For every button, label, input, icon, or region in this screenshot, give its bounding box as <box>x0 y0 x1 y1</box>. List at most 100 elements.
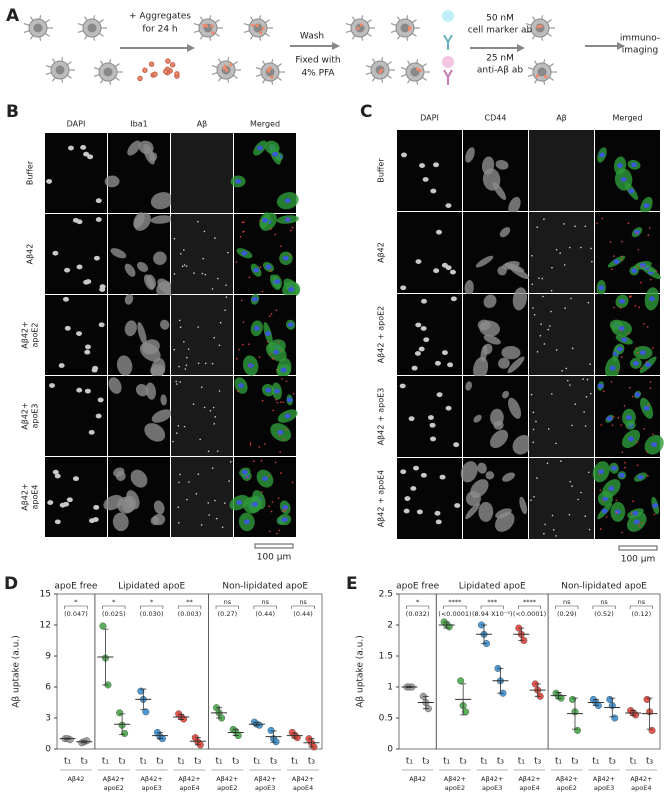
abeta-signal <box>619 329 622 332</box>
abeta-signal <box>281 378 284 380</box>
abeta-signal <box>587 471 590 474</box>
abeta-signal <box>282 401 284 403</box>
group-label: apoE3 <box>141 784 161 792</box>
abeta-signal <box>636 232 638 234</box>
abeta-signal <box>177 506 180 509</box>
abeta-signal <box>214 237 216 239</box>
antibody-icon <box>442 56 454 68</box>
abeta-signal <box>275 398 277 401</box>
abeta-signal <box>611 268 613 270</box>
abeta-signal <box>285 380 288 383</box>
nucleus <box>64 325 71 331</box>
nucleus <box>614 509 621 515</box>
abeta-signal <box>180 253 182 255</box>
abeta-signal <box>637 523 640 525</box>
nucleus <box>253 325 260 331</box>
nucleus <box>265 387 272 393</box>
nucleus <box>632 360 639 366</box>
abeta-signal <box>549 325 551 327</box>
nucleus <box>274 279 281 284</box>
abeta-signal <box>627 332 630 335</box>
aggregate <box>225 68 229 72</box>
abeta-signal <box>602 500 604 503</box>
nucleus <box>46 179 53 184</box>
nucleus <box>430 188 437 194</box>
panel-label: C <box>360 102 372 122</box>
significance: * <box>150 598 154 606</box>
abeta-signal <box>533 313 536 316</box>
abeta-signal <box>551 514 554 517</box>
abeta-signal <box>269 353 272 355</box>
nucleus <box>643 203 650 209</box>
abeta-signal <box>228 480 230 482</box>
abeta-signal <box>536 477 538 479</box>
abeta-signal <box>603 390 605 393</box>
group-label: Aβ42+ <box>292 775 314 783</box>
abeta-signal <box>615 499 618 502</box>
arrow-head <box>332 42 340 50</box>
nucleus <box>628 436 635 442</box>
nucleus <box>617 163 624 168</box>
cell-body <box>473 356 489 380</box>
abeta-signal <box>246 476 249 479</box>
nucleus <box>88 429 95 435</box>
nucleus <box>91 367 98 373</box>
abeta-signal <box>568 513 571 516</box>
nucleus <box>639 350 646 356</box>
abeta-signal <box>282 438 285 441</box>
abeta-signal <box>580 491 582 494</box>
abeta-signal <box>200 386 203 389</box>
y-tick-label: 15 <box>40 590 51 600</box>
abeta-signal <box>620 356 623 358</box>
nucleus <box>450 296 457 302</box>
cell-body <box>502 390 510 399</box>
x-tick-label: t₁ <box>64 757 72 767</box>
abeta-signal <box>617 417 620 419</box>
nucleus <box>439 474 446 480</box>
abeta-signal <box>292 392 295 395</box>
aggregate <box>415 67 420 71</box>
abeta-signal <box>563 264 566 266</box>
abeta-signal <box>624 466 626 469</box>
nucleus <box>84 388 91 394</box>
nucleus <box>62 296 69 302</box>
abeta-signal <box>621 255 623 258</box>
aggregate <box>378 70 382 74</box>
abeta-signal <box>268 530 271 533</box>
abeta-signal <box>649 381 652 383</box>
abeta-signal <box>550 289 553 292</box>
p-value: (<0.0001) <box>513 610 546 618</box>
micrograph <box>397 212 462 293</box>
nucleus <box>54 473 61 479</box>
p-value: (0.29) <box>557 610 577 618</box>
abeta-signal <box>621 240 623 243</box>
abeta-signal <box>270 270 272 272</box>
significance: **** <box>448 598 462 606</box>
abeta-signal <box>183 340 185 343</box>
abeta-signal <box>652 347 654 349</box>
nucleus <box>236 500 243 505</box>
significance-bracket <box>253 605 277 609</box>
abeta-signal <box>649 387 652 389</box>
p-value: (0.27) <box>218 610 238 618</box>
nucleus <box>76 387 83 393</box>
abeta-signal <box>211 362 214 365</box>
abeta-signal <box>629 386 631 389</box>
nucleus <box>628 188 635 194</box>
cell-body <box>490 408 504 427</box>
nucleus <box>599 152 606 158</box>
abeta-signal <box>261 290 264 293</box>
abeta-signal <box>186 498 188 501</box>
row-label: Aβ42 + apoE2 <box>377 306 386 364</box>
cell-body <box>136 261 149 272</box>
p-value: (0.12) <box>632 610 652 618</box>
abeta-signal <box>636 464 639 466</box>
abeta-signal <box>279 450 281 453</box>
section-title: apoE free <box>396 582 439 592</box>
cell-body <box>508 196 521 215</box>
abeta-signal <box>241 299 243 302</box>
nucleus <box>256 145 263 151</box>
abeta-signal <box>552 529 555 531</box>
micrograph <box>529 212 594 293</box>
step-text: + Aggregates <box>129 12 191 22</box>
